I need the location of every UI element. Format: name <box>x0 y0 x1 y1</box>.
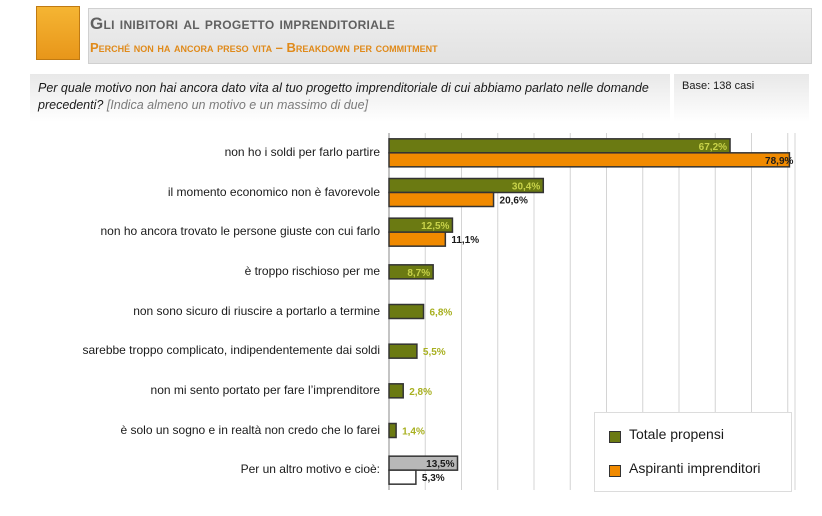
title-accent-square <box>36 6 80 60</box>
bar-aspiranti-imprenditori <box>388 469 417 485</box>
category-label: non ho i soldi per farlo partire <box>224 144 380 159</box>
bar-aspiranti-imprenditori <box>388 152 791 168</box>
question-text: Per quale motivo non hai ancora dato vit… <box>38 80 668 114</box>
page-subtitle: Perché non ha ancora preso vita – Breakd… <box>90 40 438 55</box>
bar-totale-propensi <box>388 303 425 320</box>
category-label: sarebbe troppo complicato, indipendentem… <box>82 343 380 358</box>
bar-totale-propensi <box>388 138 731 154</box>
data-label-totale-propensi: 12,5% <box>421 221 449 232</box>
category-label: non mi sento portato per fare l’imprendi… <box>150 382 380 397</box>
question-box <box>30 74 670 122</box>
data-label-totale-propensi: 6,8% <box>430 308 453 319</box>
bar-aspiranti-imprenditori <box>388 191 495 208</box>
data-label-aspiranti-imprenditori: 20,6% <box>500 196 528 207</box>
data-label-aspiranti-imprenditori: 5,3% <box>422 473 445 484</box>
bar-totale-propensi <box>388 264 434 280</box>
bar-totale-propensi <box>388 383 404 399</box>
data-label-totale-propensi: 2,8% <box>409 387 432 398</box>
base-count: Base: 138 casi <box>682 80 755 92</box>
data-label-totale-propensi: 8,7% <box>407 268 430 279</box>
title-bar <box>88 8 812 64</box>
category-label: Per un altro motivo e cioè: <box>240 462 380 477</box>
category-label: non ho ancora trovato le persone giuste … <box>100 224 380 239</box>
data-label-aspiranti-imprenditori: 11,1% <box>451 235 479 246</box>
data-label-totale-propensi: 5,5% <box>423 347 446 358</box>
legend: Totale propensi Aspiranti imprenditori <box>594 412 792 492</box>
bar-totale-propensi <box>388 455 459 471</box>
data-label-aspiranti-imprenditori: 78,9% <box>765 156 793 167</box>
legend-swatch-totale <box>609 431 621 443</box>
bar-aspiranti-imprenditori <box>388 231 447 247</box>
legend-swatch-aspiranti <box>609 465 621 477</box>
data-label-totale-propensi: 67,2% <box>699 142 727 153</box>
question-main: Per quale motivo non hai ancora dato vit… <box>38 81 649 112</box>
legend-label-aspiranti: Aspiranti imprenditori <box>629 460 761 476</box>
legend-label-totale: Totale propensi <box>629 426 724 442</box>
base-box <box>674 74 809 122</box>
data-label-totale-propensi: 1,4% <box>402 427 425 438</box>
category-label: è troppo rischioso per me <box>244 263 380 278</box>
category-label: non sono sicuro di riuscire a portarlo a… <box>133 303 380 318</box>
data-label-totale-propensi: 13,5% <box>426 459 454 470</box>
question-hint: [Indica almeno un motivo e un massimo di… <box>106 98 369 112</box>
bar-totale-propensi <box>388 343 418 359</box>
bar-totale-propensi <box>388 422 397 439</box>
data-label-totale-propensi: 30,4% <box>512 182 540 193</box>
category-label: il momento economico non è favorevole <box>167 184 380 199</box>
category-label: è solo un sogno e in realtà non credo ch… <box>120 422 380 437</box>
page-title: Gli inibitori al progetto imprenditorial… <box>90 14 396 33</box>
